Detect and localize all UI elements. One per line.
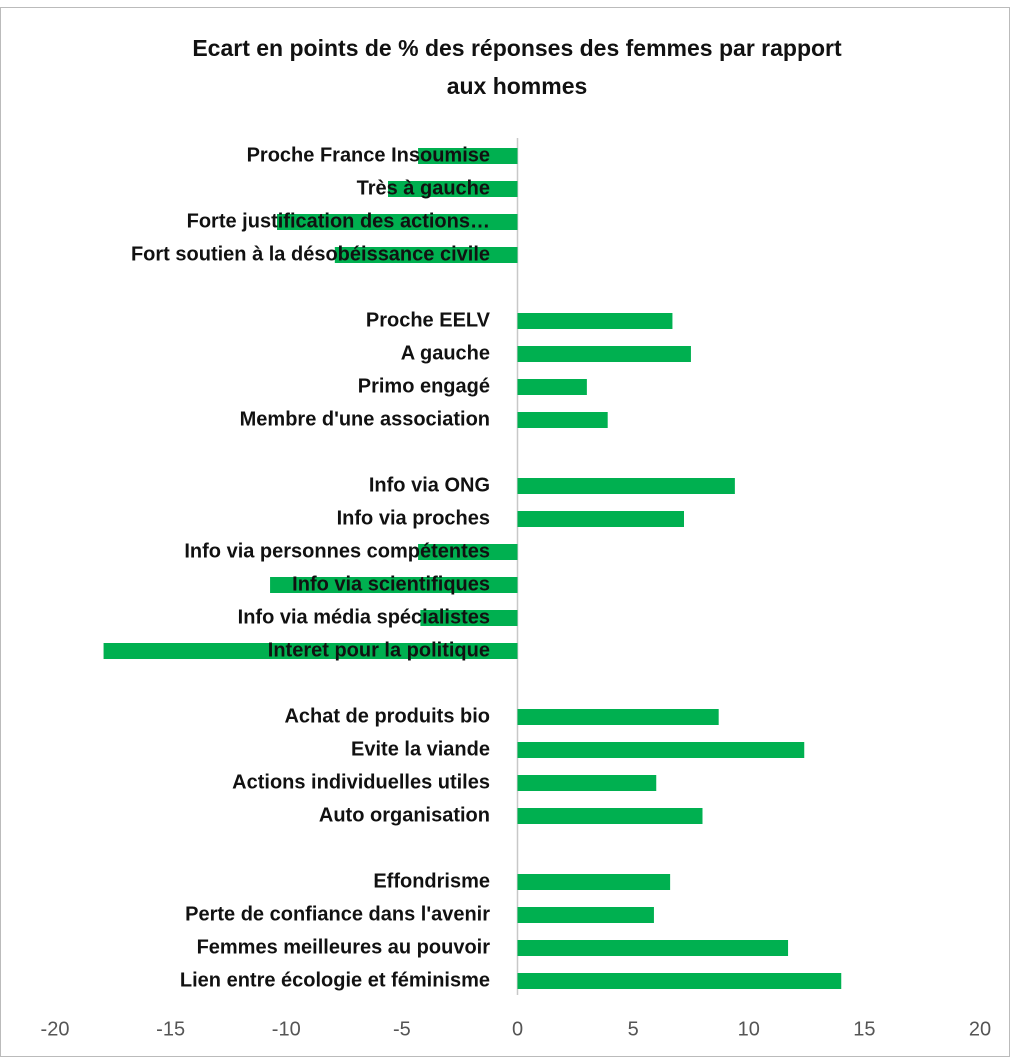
y-tick-label: Femmes meilleures au pouvoir bbox=[197, 936, 491, 958]
x-tick-label: -10 bbox=[272, 1018, 301, 1040]
x-tick-label: 15 bbox=[853, 1018, 875, 1040]
y-tick-label: Info via personnes compétentes bbox=[184, 540, 490, 562]
bar bbox=[517, 346, 691, 362]
bar bbox=[517, 775, 657, 791]
y-tick-label: Auto organisation bbox=[319, 804, 490, 826]
y-tick-label: Effondrisme bbox=[373, 870, 490, 892]
bar bbox=[270, 577, 518, 593]
bar bbox=[517, 478, 735, 494]
y-tick-label: Actions individuelles utiles bbox=[232, 771, 490, 793]
bar bbox=[420, 610, 518, 626]
y-tick-label: Très à gauche bbox=[357, 177, 490, 199]
y-tick-label: Info via média spécialistes bbox=[238, 606, 490, 628]
y-tick-label: Perte de confiance dans l'avenir bbox=[185, 903, 490, 925]
x-tick-label: 10 bbox=[738, 1018, 760, 1040]
bar bbox=[517, 874, 671, 890]
chart-border bbox=[0, 7, 1010, 1057]
x-tick-label: 20 bbox=[969, 1018, 991, 1040]
y-tick-label: Membre d'une association bbox=[240, 408, 490, 430]
y-tick-label: Fort soutien à la désobéissance civile bbox=[131, 243, 490, 265]
y-tick-label: Achat de produits bio bbox=[284, 705, 490, 727]
y-tick-label: Info via scientifiques bbox=[292, 573, 490, 595]
y-tick-label: Proche France Insoumise bbox=[247, 144, 490, 166]
bar bbox=[517, 379, 587, 395]
y-tick-label: Forte justification des actions… bbox=[187, 210, 490, 232]
x-tick-label: -15 bbox=[156, 1018, 185, 1040]
bar bbox=[334, 247, 518, 263]
bar bbox=[517, 907, 654, 923]
y-tick-label: A gauche bbox=[401, 342, 490, 364]
bar bbox=[517, 412, 608, 428]
x-tick-label: 5 bbox=[628, 1018, 639, 1040]
y-tick-label: Primo engagé bbox=[358, 375, 490, 397]
bar bbox=[517, 940, 789, 956]
bar bbox=[277, 214, 518, 230]
x-tick-label: -20 bbox=[41, 1018, 70, 1040]
y-tick-label: Interet pour la politique bbox=[268, 639, 490, 661]
bar bbox=[517, 313, 673, 329]
bar bbox=[517, 742, 805, 758]
y-tick-label: Info via proches bbox=[337, 507, 490, 529]
bar bbox=[517, 973, 842, 989]
bar bbox=[418, 544, 518, 560]
y-tick-label: Evite la viande bbox=[351, 738, 490, 760]
bar bbox=[517, 808, 703, 824]
bar bbox=[517, 709, 719, 725]
y-tick-label: Lien entre écologie et féminisme bbox=[180, 969, 490, 991]
bar bbox=[418, 148, 518, 164]
chart-title: aux hommes bbox=[447, 73, 588, 99]
bar bbox=[388, 181, 518, 197]
x-tick-label: 0 bbox=[512, 1018, 523, 1040]
bar bbox=[517, 511, 684, 527]
bar bbox=[103, 643, 518, 659]
x-tick-label: -5 bbox=[393, 1018, 411, 1040]
y-tick-label: Info via ONG bbox=[369, 474, 490, 496]
y-tick-label: Proche EELV bbox=[366, 309, 491, 331]
chart-title: Ecart en points de % des réponses des fe… bbox=[192, 35, 842, 61]
